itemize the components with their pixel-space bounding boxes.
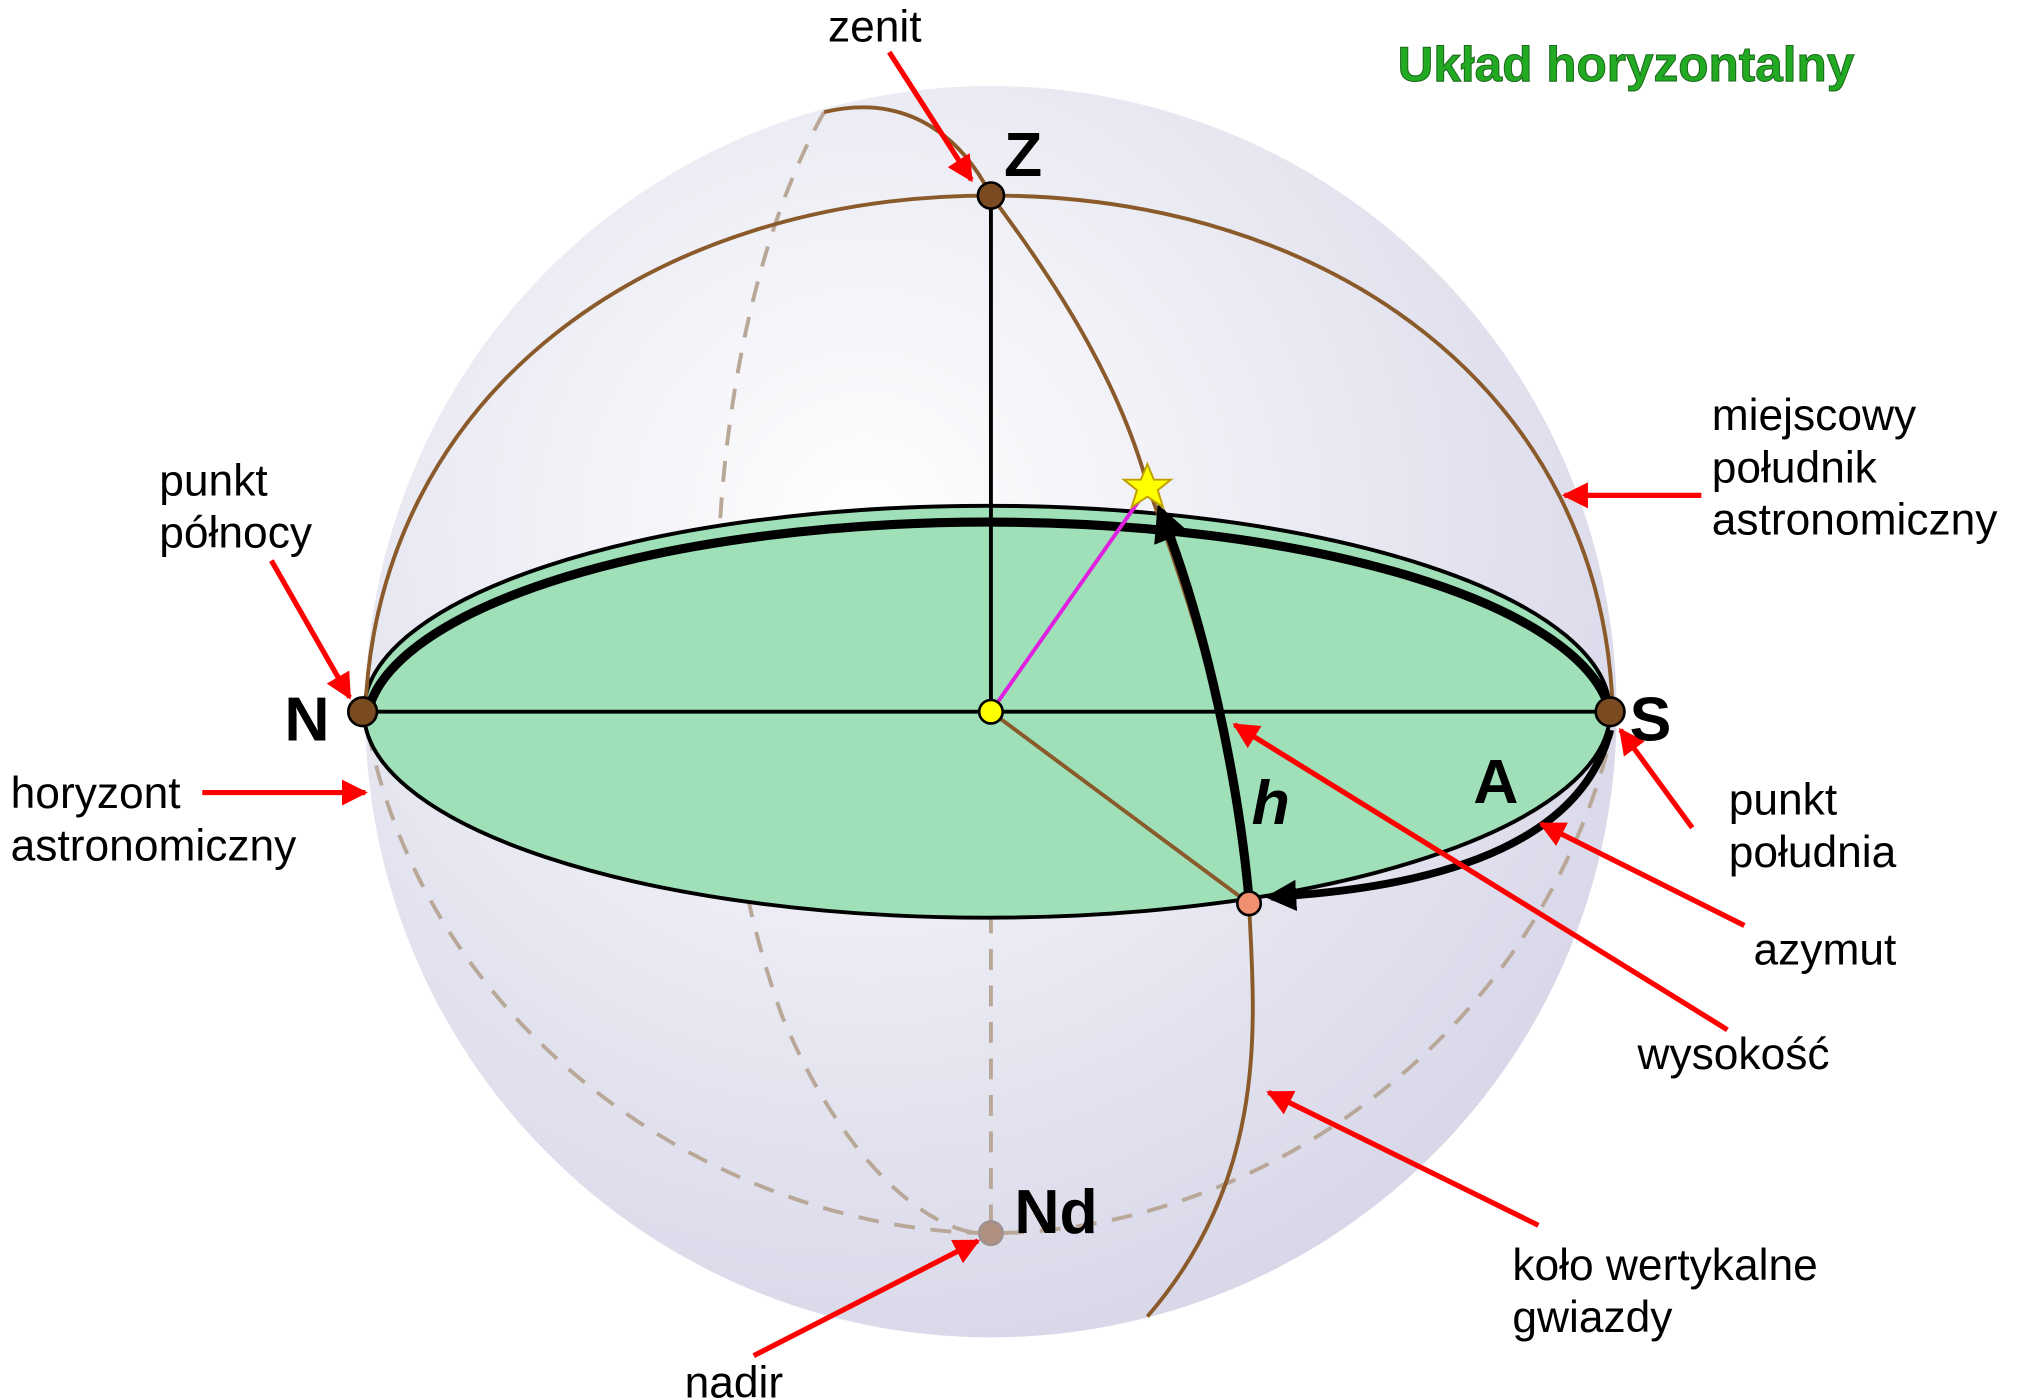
arrow xyxy=(1538,821,1746,928)
hidden-arc xyxy=(365,729,1615,1236)
arrow xyxy=(1232,722,1729,1033)
point-label: Z xyxy=(1004,120,1042,190)
zenith-point xyxy=(976,181,1006,210)
callout-label: astronomiczny xyxy=(1712,495,1999,544)
callout-label: punkt xyxy=(159,456,267,505)
altitude-arc xyxy=(1154,504,1254,900)
point-label: A xyxy=(1473,747,1518,817)
callout-arrows xyxy=(202,50,1746,1359)
callout-label: koło wertykalne xyxy=(1512,1241,1817,1290)
point-label: Nd xyxy=(1014,1177,1097,1247)
callout-label: południk xyxy=(1712,443,1878,492)
callout-label: astronomiczny xyxy=(11,821,298,870)
star-line xyxy=(989,487,1149,713)
arrow xyxy=(1618,727,1695,830)
callout-label: nadir xyxy=(685,1358,784,1400)
callout-label: horyzont xyxy=(11,769,181,818)
center-point xyxy=(977,698,1004,725)
north-point xyxy=(346,696,379,728)
callout-label: gwiazdy xyxy=(1512,1293,1673,1342)
nadir-point xyxy=(977,1220,1004,1247)
star xyxy=(1121,461,1174,510)
point-label: S xyxy=(1630,684,1672,754)
arrow xyxy=(269,559,352,700)
callout-label: południa xyxy=(1729,828,1897,877)
south-point xyxy=(1594,696,1626,728)
azimuth-line xyxy=(989,710,1251,905)
points xyxy=(346,181,1626,1247)
callout-label: północy xyxy=(159,508,313,557)
arrow xyxy=(1266,1090,1540,1228)
title: Układ horyzontalny xyxy=(1398,37,1855,92)
callout-label: punkt xyxy=(1729,776,1837,825)
point-label: h xyxy=(1252,768,1290,838)
callout-label: azymut xyxy=(1753,926,1896,975)
azimuth-arc xyxy=(1264,729,1614,912)
callout-label: miejscowy xyxy=(1712,391,1917,440)
callout-label: zenit xyxy=(828,3,922,52)
callouts: zenitpunktpółnocyhoryzontastronomicznymi… xyxy=(11,3,1999,1400)
callout-label: wysokość xyxy=(1636,1030,1829,1079)
arrow xyxy=(752,1238,981,1359)
point-label: N xyxy=(284,684,329,754)
arrow xyxy=(887,50,974,183)
azimuth-point xyxy=(1235,890,1263,917)
